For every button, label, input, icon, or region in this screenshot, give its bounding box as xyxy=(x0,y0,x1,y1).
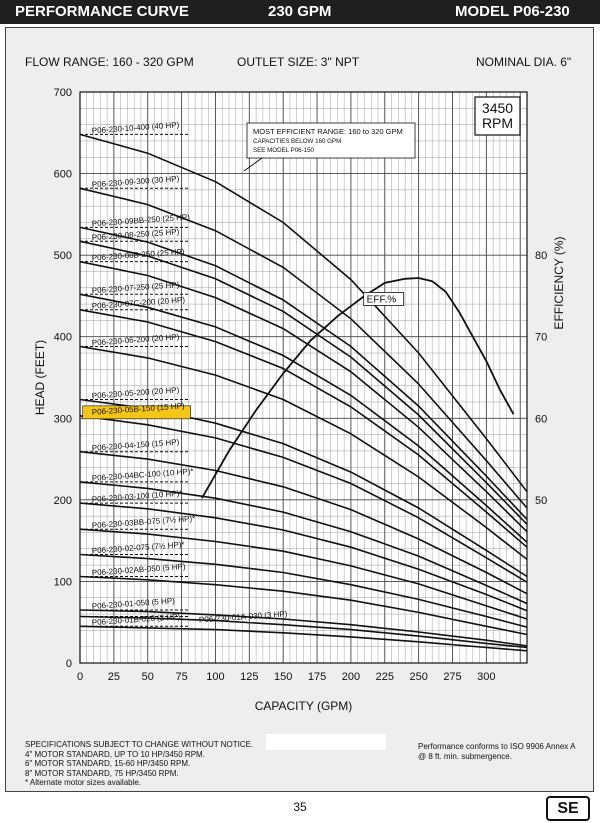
y2-tick-label: 50 xyxy=(535,495,547,507)
efficient-range-pointer xyxy=(243,157,263,172)
pump-curve xyxy=(79,609,528,647)
x-tick-label: 25 xyxy=(108,671,120,683)
y-tick-label: 400 xyxy=(54,332,72,344)
spec-note: SPECIFICATIONS SUBJECT TO CHANGE WITHOUT… xyxy=(25,740,254,749)
y-tick-label: 700 xyxy=(54,87,72,99)
y2-axis-label: EFFICIENCY (%) xyxy=(552,236,566,329)
pump-curve xyxy=(79,415,528,583)
title-performance-curve: PERFORMANCE CURVE xyxy=(15,3,189,20)
x-tick-label: 0 xyxy=(77,671,83,683)
conformance-note: Performance conforms to ISO 9906 Annex A xyxy=(418,742,576,751)
y-tick-label: 0 xyxy=(66,658,72,670)
y2-tick-label: 80 xyxy=(535,250,547,262)
pump-curve xyxy=(79,309,528,548)
efficiency-line xyxy=(201,277,515,499)
x-tick-label: 50 xyxy=(142,671,154,683)
x-tick-label: 300 xyxy=(477,671,495,683)
x-tick-label: 125 xyxy=(240,671,258,683)
efficient-range-text: MOST EFFICIENT RANGE: 160 to 320 GPM xyxy=(253,127,403,136)
brand-logo: SE xyxy=(546,796,590,821)
pump-curve xyxy=(79,187,528,509)
spec-note: 8" MOTOR STANDARD, 75 HP/3450 RPM. xyxy=(25,768,179,778)
efficient-range-box xyxy=(246,122,416,159)
y2-tick-label: 70 xyxy=(535,332,547,344)
spec-notes: SPECIFICATIONS SUBJECT TO CHANGE WITHOUT… xyxy=(25,740,253,788)
flow-range-text: FLOW RANGE: 160 - 320 GPM xyxy=(25,55,194,69)
pump-curve xyxy=(79,575,528,636)
highlight-box xyxy=(82,405,192,420)
pump-curve xyxy=(79,226,528,520)
spec-note: * Alternate motor sizes available. xyxy=(25,778,142,787)
conformance-notes: Performance conforms to ISO 9906 Annex A… xyxy=(418,742,575,761)
pump-curve xyxy=(79,625,528,652)
plot-frame xyxy=(79,91,528,664)
y-axis-label: HEAD (FEET) xyxy=(33,340,47,415)
outlet-size-text: OUTLET SIZE: 3" NPT xyxy=(237,55,360,69)
y-tick-label: 300 xyxy=(54,413,72,425)
pump-curve xyxy=(79,260,528,533)
title-model: MODEL P06-230 xyxy=(455,3,570,20)
y-tick-label: 500 xyxy=(54,250,72,262)
y-tick-label: 600 xyxy=(54,169,72,181)
x-axis-label: CAPACITY (GPM) xyxy=(255,699,353,713)
spec-note: 4" MOTOR STANDARD, UP TO 10 HP/3450 RPM. xyxy=(25,749,205,759)
rpm-text: 3450 xyxy=(482,100,513,116)
page-number: 35 xyxy=(293,800,307,814)
pump-curve xyxy=(79,528,528,620)
x-tick-label: 275 xyxy=(443,671,461,683)
spec-note: 6" MOTOR STANDARD, 15-60 HP/3450 RPM. xyxy=(25,759,191,768)
pump-curve xyxy=(79,133,528,493)
x-tick-label: 100 xyxy=(206,671,224,683)
pump-curve xyxy=(79,481,528,605)
title-bar: PERFORMANCE CURVE 230 GPM MODEL P06-230 xyxy=(0,0,600,24)
pump-curve xyxy=(79,502,528,612)
efficiency-label-box xyxy=(363,292,405,306)
pump-curve xyxy=(79,553,528,628)
x-tick-label: 175 xyxy=(308,671,326,683)
pump-curve xyxy=(79,293,528,543)
pump-curve xyxy=(79,345,528,561)
rpm-box xyxy=(474,96,521,136)
x-tick-label: 150 xyxy=(274,671,292,683)
efficient-range-text: CAPACITIES BELOW 160 GPM xyxy=(253,138,341,145)
rpm-text: RPM xyxy=(482,115,513,131)
efficiency-curve: EFF.% xyxy=(201,277,515,499)
title-flow-rating: 230 GPM xyxy=(268,3,332,20)
nominal-diameter-text: NOMINAL DIA. 6" xyxy=(476,55,572,69)
head-curves xyxy=(79,133,528,652)
y-tick-label: 100 xyxy=(54,576,72,588)
x-tick-label: 200 xyxy=(342,671,360,683)
x-tick-label: 75 xyxy=(175,671,187,683)
conformance-note: @ 8 ft. min. submergence. xyxy=(418,751,512,761)
efficient-range-text: SEE MODEL P06-150 xyxy=(253,147,315,154)
pump-curve xyxy=(79,615,528,649)
blank-label-box xyxy=(266,734,386,750)
x-tick-label: 225 xyxy=(376,671,394,683)
efficiency-label: EFF.% xyxy=(367,294,397,305)
y2-tick-label: 60 xyxy=(535,413,547,425)
x-tick-label: 250 xyxy=(409,671,427,683)
pump-curve xyxy=(79,450,528,595)
y-tick-label: 200 xyxy=(54,495,72,507)
chart-axes: 0 25 50 75 100 125 150 175 200 225 250 275 300 0 100 20… xyxy=(33,87,566,713)
